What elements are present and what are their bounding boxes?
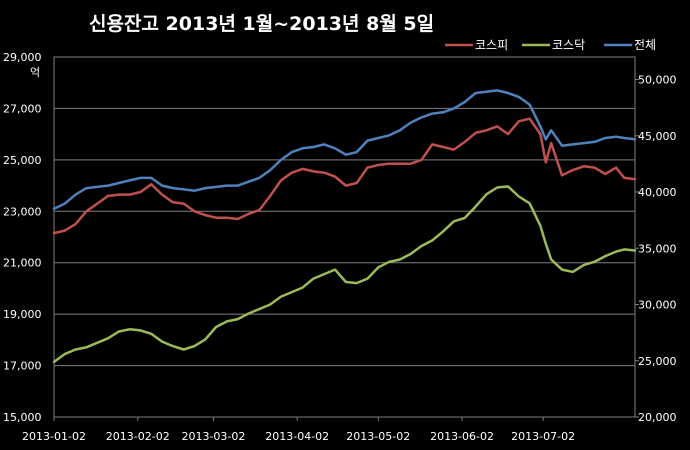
x-tick-label: 2013-01-02 bbox=[22, 430, 86, 443]
series-line-전체 bbox=[52, 89, 637, 210]
legend: 코스피 코스닥 전체 bbox=[445, 38, 656, 52]
x-tick-label: 2013-05-02 bbox=[346, 430, 410, 443]
y-right-tick-label: 25,000 bbox=[638, 355, 677, 368]
gridlines bbox=[54, 107, 635, 367]
y-right-tick-label: 35,000 bbox=[638, 242, 677, 255]
x-tick-label: 2013-03-02 bbox=[181, 430, 245, 443]
y-right-tick-label: 40,000 bbox=[638, 186, 677, 199]
x-tick-label: 2013-04-02 bbox=[265, 430, 329, 443]
y-left-tick-label: 23,000 bbox=[3, 205, 42, 218]
y-left-tick-label: 17,000 bbox=[3, 360, 42, 373]
y-left-tick-label: 19,000 bbox=[3, 308, 42, 321]
y-right-tick-label: 45,000 bbox=[638, 130, 677, 143]
y-left-tick-label: 15,000 bbox=[3, 411, 42, 424]
y-left-tick-label: 25,000 bbox=[3, 154, 42, 167]
series-line-코스피 bbox=[52, 117, 637, 235]
y-right-tick-label: 30,000 bbox=[638, 299, 677, 312]
legend-label: 전체 bbox=[634, 38, 656, 52]
y-left-tick-label: 29,000 bbox=[3, 51, 42, 64]
series-line-코스닥 bbox=[52, 185, 637, 364]
y-right-tick-label: 20,000 bbox=[638, 411, 677, 424]
series-lines bbox=[52, 89, 637, 364]
x-tick-label: 2013-07-02 bbox=[511, 430, 575, 443]
chart-title: 신용잔고 2013년 1월~2013년 8월 5일 bbox=[89, 13, 434, 35]
axes: 15,000 17,000 19,000 21,000 23,000 25,000 27,0… bbox=[3, 51, 677, 443]
legend-label: 코스닥 bbox=[552, 38, 585, 52]
y-right-tick-label: 50,000 bbox=[638, 74, 677, 87]
y-left-unit-label: 억 bbox=[30, 66, 40, 79]
y-left-tick-label: 21,000 bbox=[3, 257, 42, 270]
y-left-tick-label: 27,000 bbox=[3, 102, 42, 115]
legend-label: 코스피 bbox=[475, 38, 508, 52]
x-tick-label: 2013-06-02 bbox=[430, 430, 494, 443]
x-tick-label: 2013-02-02 bbox=[106, 430, 170, 443]
plot-area bbox=[53, 56, 636, 418]
